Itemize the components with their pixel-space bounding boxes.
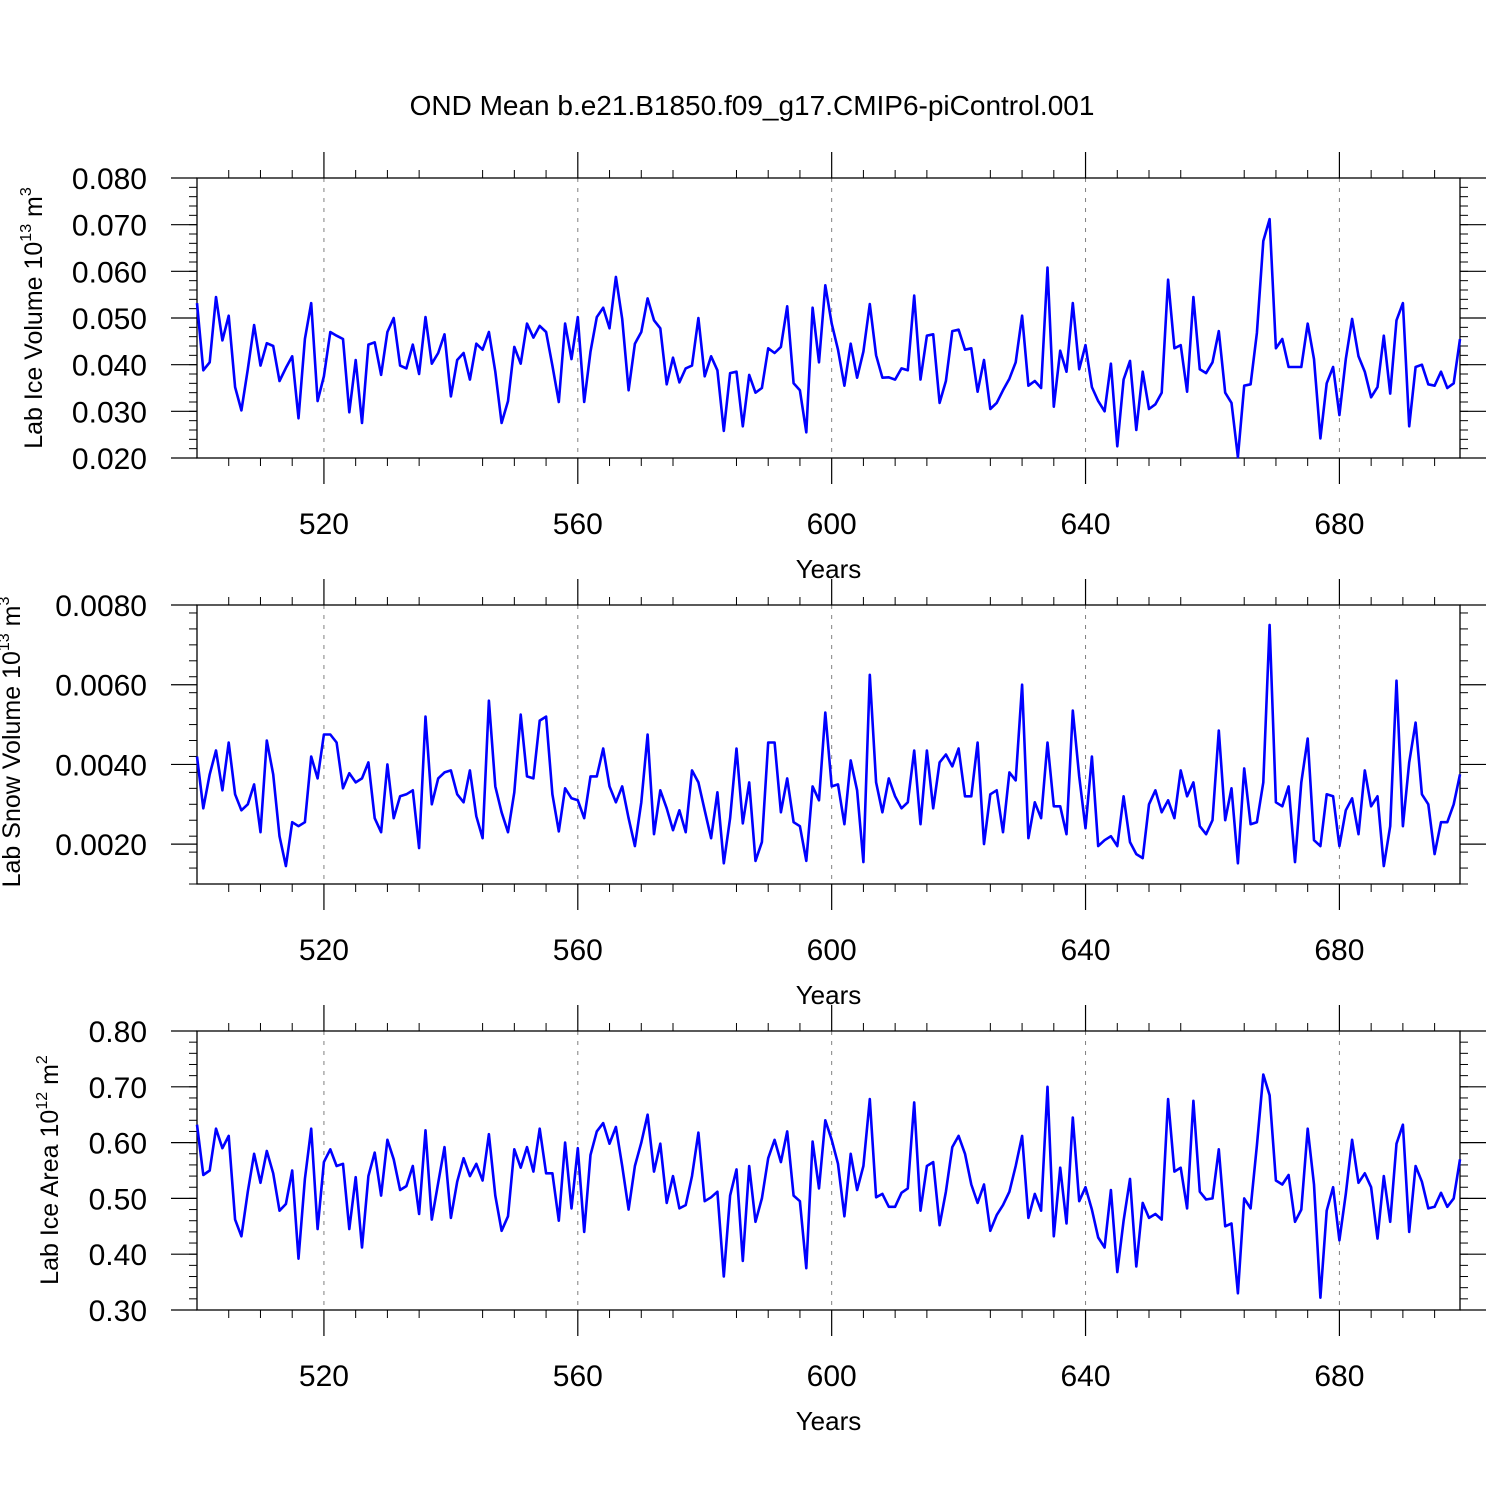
x-tick-label: 560 (553, 934, 603, 967)
series-line (195, 623, 1462, 868)
plot-frame (196, 1030, 1461, 1311)
y-tick-label: 0.30 (89, 1295, 147, 1328)
y-tick-label: 0.060 (72, 256, 147, 289)
x-tick-label: 680 (1314, 1360, 1364, 1393)
x-axis-label: Years (796, 980, 862, 1010)
series-line (195, 217, 1462, 459)
y-axis-label: Lab Ice Area 1012 m2 (34, 1055, 64, 1285)
y-tick-label: 0.0020 (55, 829, 147, 862)
y-tick-label: 0.60 (89, 1128, 147, 1161)
x-tick-label: 600 (807, 934, 857, 967)
y-tick-label: 0.0060 (55, 670, 147, 703)
x-axis-label: Years (796, 1406, 862, 1436)
y-tick-label: 0.80 (89, 1016, 147, 1049)
y-tick-label: 0.020 (72, 443, 147, 476)
y-tick-label: 0.070 (72, 210, 147, 243)
series-line (195, 1073, 1462, 1299)
x-tick-label: 560 (553, 1360, 603, 1393)
y-tick-label: 0.50 (89, 1183, 147, 1216)
x-tick-label: 560 (553, 508, 603, 541)
y-tick-label: 0.080 (72, 163, 147, 196)
y-axis-label: Lab Ice Volume 1013 m3 (18, 187, 48, 449)
x-tick-label: 520 (299, 508, 349, 541)
y-tick-label: 0.030 (72, 396, 147, 429)
x-axis-label: Years (796, 554, 862, 584)
x-tick-label: 520 (299, 934, 349, 967)
panel-3: 520 560 600 640 680 0.30 0.40 0.50 0.60 0.70 0.80 Y… (34, 1005, 1486, 1436)
x-tick-label: 680 (1314, 508, 1364, 541)
y-tick-label: 0.040 (72, 350, 147, 383)
x-tick-label: 520 (299, 1360, 349, 1393)
panel-1: 520 560 600 640 680 0.020 0.030 0.040 0.050 0.060… (18, 152, 1486, 584)
x-tick-label: 680 (1314, 934, 1364, 967)
x-tick-label: 600 (807, 508, 857, 541)
x-tick-label: 640 (1061, 1360, 1111, 1393)
x-tick-label: 640 (1061, 934, 1111, 967)
panel-2: 520 560 600 640 680 0.0020 0.0040 0.0060 0.0080 Y… (0, 579, 1486, 1010)
plot-frame (196, 604, 1461, 885)
y-tick-label: 0.0040 (55, 749, 147, 782)
y-tick-label: 0.0080 (55, 590, 147, 623)
chart-title: OND Mean b.e21.B1850.f09_g17.CMIP6-piCon… (410, 90, 1095, 121)
y-tick-label: 0.050 (72, 303, 147, 336)
x-tick-label: 640 (1061, 508, 1111, 541)
y-tick-label: 0.70 (89, 1072, 147, 1105)
y-tick-label: 0.40 (89, 1239, 147, 1272)
y-axis-label: Lab Snow Volume 1013 m3 (0, 597, 26, 888)
x-tick-label: 600 (807, 1360, 857, 1393)
